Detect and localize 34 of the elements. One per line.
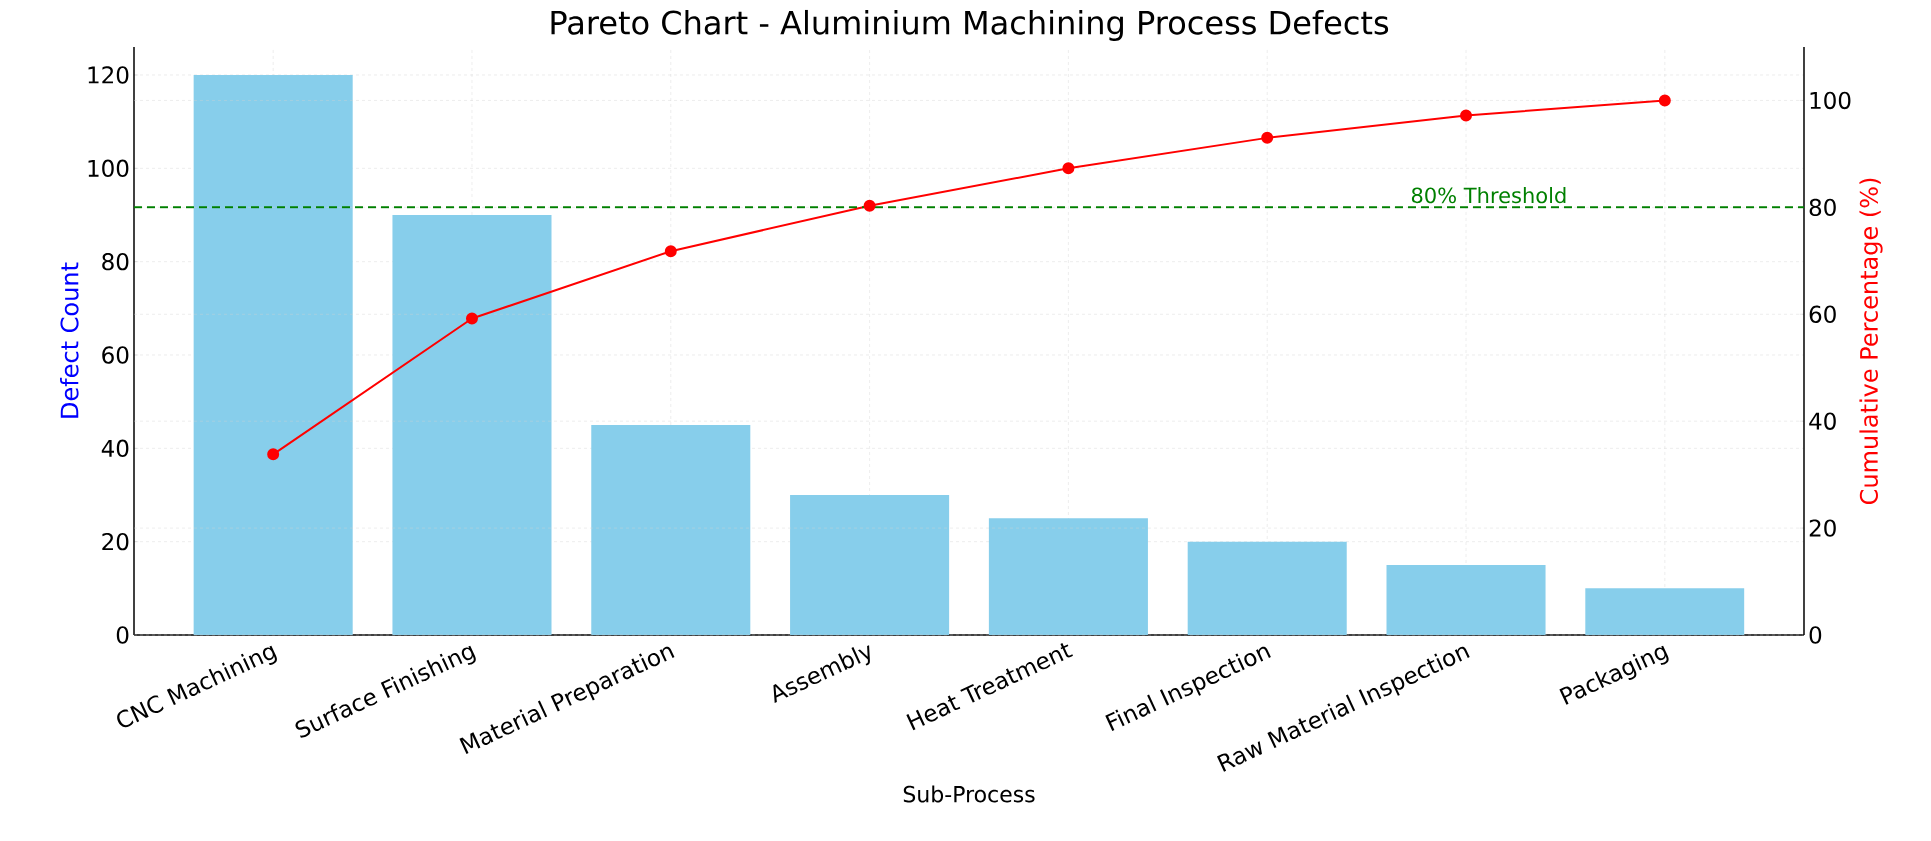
bar [790,495,950,635]
point [664,245,677,258]
y-tick-label: 40 [101,439,129,458]
point [1658,94,1671,107]
y2-tick-label: 60 [1809,305,1836,323]
bar [1187,541,1347,635]
y2-tick-label: 100 [1810,91,1851,110]
ref-line-label: 80% Threshold [1411,187,1566,204]
bar [193,74,353,635]
bar [392,215,552,635]
chart-title: Pareto Chart - Aluminium Machining Process Defects [551,9,1389,41]
y-tick-label: 120 [88,66,129,84]
y-tick-label: 100 [88,159,129,178]
point [465,312,478,325]
point [1062,162,1075,175]
bar [988,518,1148,635]
y2-tick-label: 0 [1809,626,1822,644]
y2-axis-title: Cumulative Percentage (%) [1859,178,1883,505]
point [863,199,876,212]
x-axis-title: Sub-Process [903,785,1035,803]
y2-tick-label: 80 [1809,198,1836,217]
y-tick-label: 80 [102,252,129,271]
y2-tick-label: 20 [1809,519,1836,537]
y-tick-label: 0 [116,626,129,644]
point [1460,109,1473,122]
bar [1386,565,1546,635]
bar [1585,588,1745,635]
y-tick-label: 60 [102,346,129,364]
point [1261,131,1274,144]
point [267,448,280,461]
bar [591,425,751,635]
y-tick-label: 20 [102,532,129,551]
y2-tick-label: 40 [1809,412,1836,430]
y-axis-title: Defect Count [60,262,79,418]
